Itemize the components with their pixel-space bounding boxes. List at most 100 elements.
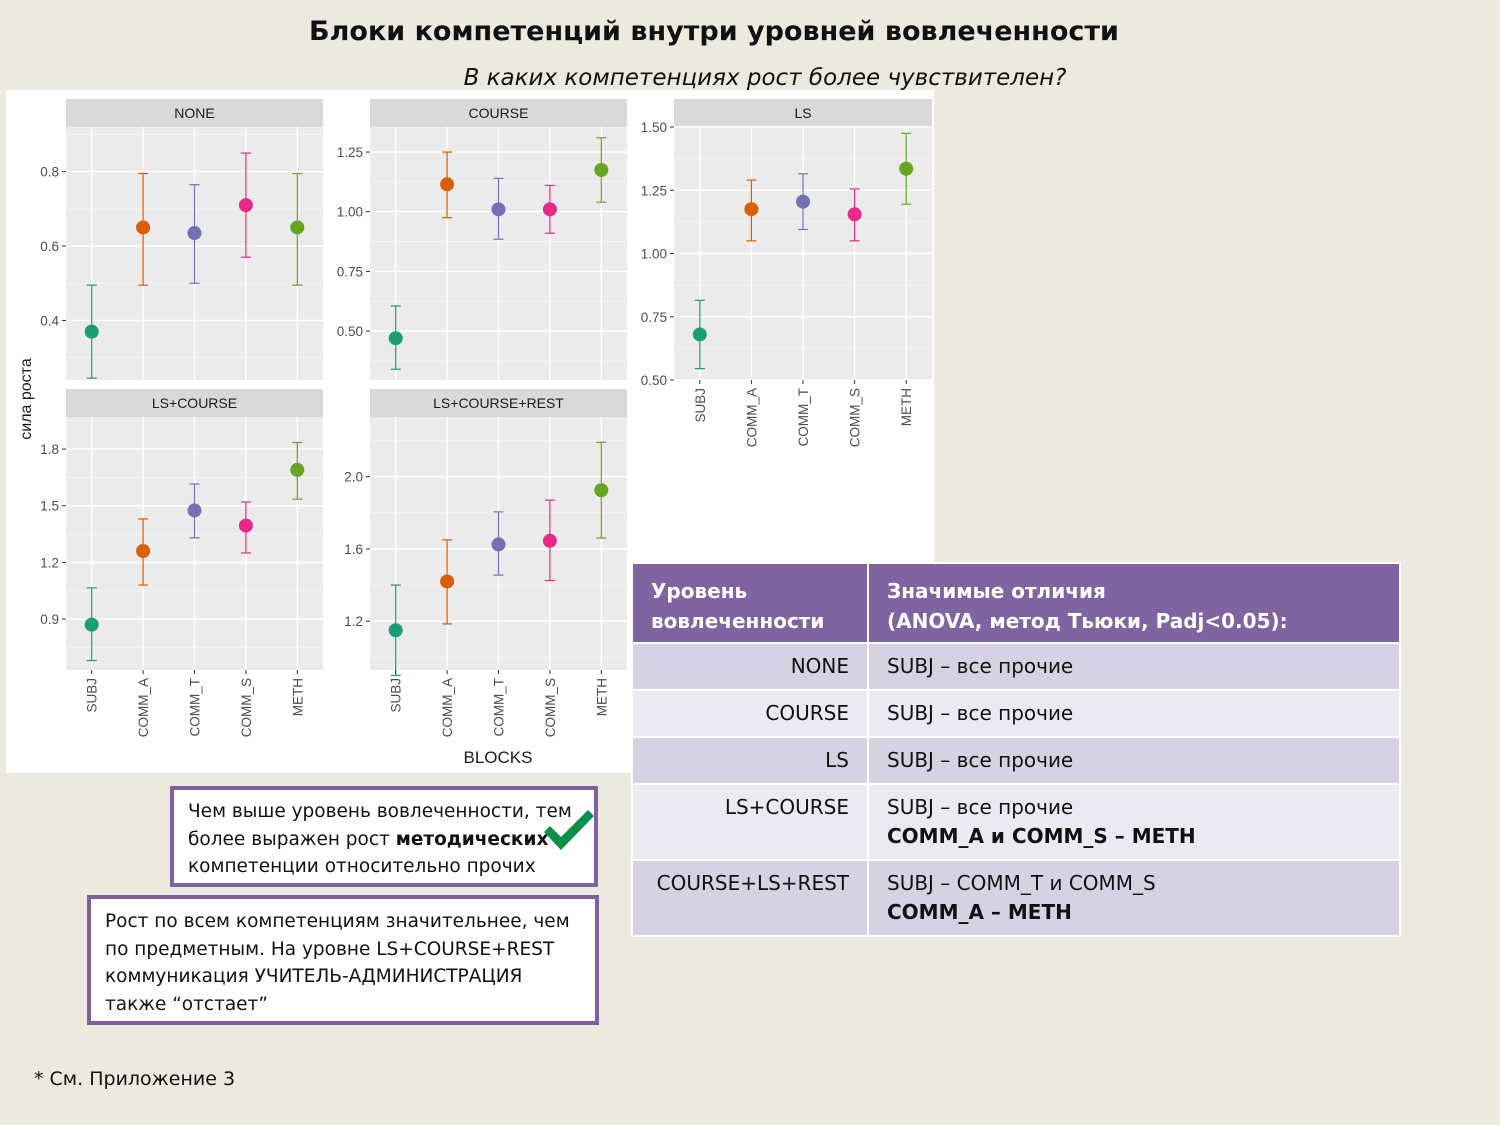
x-tick-label: COMM_T (796, 388, 811, 447)
x-tick-label: COMM_A (744, 388, 759, 447)
x-tick-label: COMM_T (492, 678, 507, 737)
mean-point (238, 518, 253, 533)
row-diff: SUBJ – все прочие (867, 642, 1401, 691)
y-tick-label: 1.50 (641, 120, 667, 135)
facet-strip-label: LS (794, 105, 811, 121)
y-tick-label: 1.25 (337, 145, 363, 160)
x-tick-label: METH (290, 678, 305, 716)
table-row: NONE SUBJ – все прочие (631, 642, 1401, 691)
y-tick-label: 0.4 (40, 313, 59, 328)
slide-title: Блоки компетенций внутри уровней вовлече… (309, 16, 1119, 47)
y-tick-label: 0.50 (641, 373, 667, 388)
mean-point (491, 537, 506, 552)
y-tick-label: 1.5 (40, 499, 59, 514)
slide-subtitle: В каких компетенциях рост более чувствит… (463, 65, 1067, 91)
table-row: LS+COURSE SUBJ – все прочие COMM_A и COM… (631, 783, 1401, 861)
note1-line3: компетенции относительно прочих (188, 856, 536, 877)
facet-strip-label: NONE (174, 105, 214, 121)
y-tick-label: 0.75 (337, 264, 363, 279)
note1-line1: Чем выше уровень вовлеченности, тем (188, 801, 572, 822)
row-diff-line2: COMM_A – METH (887, 900, 1072, 924)
x-axis-title: BLOCKS (464, 748, 533, 767)
facet-strip (66, 389, 323, 417)
table-row: COURSE+LS+REST SUBJ – COMM_T и COMM_S CO… (631, 859, 1401, 937)
y-tick-label: 0.9 (40, 612, 59, 627)
row-diff-line1: SUBJ – все прочие (887, 795, 1074, 819)
row-diff: SUBJ – все прочие COMM_A и COMM_S – METH (867, 783, 1401, 861)
note2-line2: по предметным. На уровне LS+COURSE+REST (105, 938, 555, 960)
mean-point (692, 327, 707, 342)
facet-strip (66, 99, 323, 127)
y-tick-label: 1.6 (344, 542, 363, 557)
header-diff-line1: Значимые отличия (887, 579, 1106, 603)
note-competencies: Рост по всем компетенциям значительнее, … (87, 895, 599, 1025)
header-level-line1: Уровень (651, 579, 748, 603)
facet-panel: NONE 0.4 0.6 0.8 (40, 99, 323, 380)
row-diff-line1: SUBJ – все прочие (887, 748, 1074, 772)
mean-point (290, 462, 305, 477)
check-icon (544, 810, 594, 850)
anova-table: Уровень вовлеченности Значимые отличия (… (631, 562, 1401, 937)
x-tick-label: METH (594, 678, 609, 716)
mean-point (440, 574, 455, 589)
mean-point (84, 324, 99, 339)
table-header-row: Уровень вовлеченности Значимые отличия (… (631, 562, 1401, 644)
x-tick-label: SUBJ (389, 678, 404, 713)
y-tick-label: 2.0 (344, 470, 363, 485)
facet-panel: LS+COURSE+REST 1.2 1.6 2.0 SUBJ COMM_A COMM_T C… (344, 389, 627, 737)
y-tick-label: 0.50 (337, 324, 363, 339)
mean-point (136, 544, 151, 559)
x-tick-label: SUBJ (85, 678, 100, 713)
table-row: COURSE SUBJ – все прочие (631, 689, 1401, 738)
mean-point (290, 220, 305, 235)
note2-line1: Рост по всем компетенциям значительнее, … (105, 911, 570, 932)
mean-point (594, 162, 609, 177)
x-tick-label: COMM_A (136, 678, 151, 737)
note1-line2-text: более выражен рост (188, 828, 396, 850)
y-tick-label: 1.8 (40, 442, 59, 457)
mean-point (847, 207, 862, 222)
header-differences: Значимые отличия (ANOVA, метод Тьюки, Pa… (867, 562, 1401, 644)
facet-strip (674, 99, 932, 127)
row-level: COURSE+LS+REST (631, 859, 869, 937)
mean-point (238, 198, 253, 213)
x-tick-label: COMM_S (239, 678, 254, 737)
table-row: LS SUBJ – все прочие (631, 736, 1401, 785)
row-level: LS+COURSE (631, 783, 869, 861)
note2-line4: также “отстает” (105, 993, 268, 1015)
y-tick-label: 1.25 (641, 183, 667, 198)
note-engagement: Чем выше уровень вовлеченности, тем боле… (170, 786, 598, 887)
y-tick-label: 0.8 (40, 165, 59, 180)
row-diff: SUBJ – все прочие (867, 736, 1401, 785)
mean-point (187, 503, 202, 518)
mean-point (84, 617, 99, 632)
row-level: COURSE (631, 689, 869, 738)
mean-point (542, 533, 557, 548)
x-tick-label: SUBJ (693, 388, 708, 423)
mean-point (594, 483, 609, 498)
note1-line2: более выражен рост методических (188, 826, 580, 854)
facet-strip-label: LS+COURSE+REST (433, 395, 564, 411)
mean-point (796, 194, 810, 209)
row-diff-line1: SUBJ – COMM_T и COMM_S (887, 871, 1156, 895)
mean-point (542, 202, 557, 217)
row-diff-line1: SUBJ – все прочие (887, 654, 1074, 678)
facet-strip-label: COURSE (469, 105, 529, 121)
facet-strip (370, 99, 627, 127)
mean-point (187, 226, 202, 241)
facet-panel: LS 0.50 0.75 1.00 1.25 1.50 SUBJ COMM_A COMM_T CO… (641, 99, 932, 447)
y-tick-label: 1.00 (337, 205, 363, 220)
row-diff: SUBJ – COMM_T и COMM_S COMM_A – METH (867, 859, 1401, 937)
header-diff-line2: (ANOVA, метод Тьюки, Padj<0.05): (887, 609, 1288, 633)
y-tick-label: 0.6 (40, 239, 59, 254)
mean-point (388, 623, 403, 638)
header-level-line2: вовлеченности (651, 609, 825, 633)
mean-point (388, 331, 403, 346)
mean-point (136, 220, 151, 235)
x-tick-label: COMM_A (440, 678, 455, 737)
header-level: Уровень вовлеченности (631, 562, 869, 644)
mean-point (744, 202, 759, 217)
mean-point (491, 202, 506, 217)
note2-line3: коммуникация УЧИТЕЛЬ-АДМИНИСТРАЦИЯ (105, 966, 523, 987)
y-tick-label: 1.2 (344, 614, 363, 629)
